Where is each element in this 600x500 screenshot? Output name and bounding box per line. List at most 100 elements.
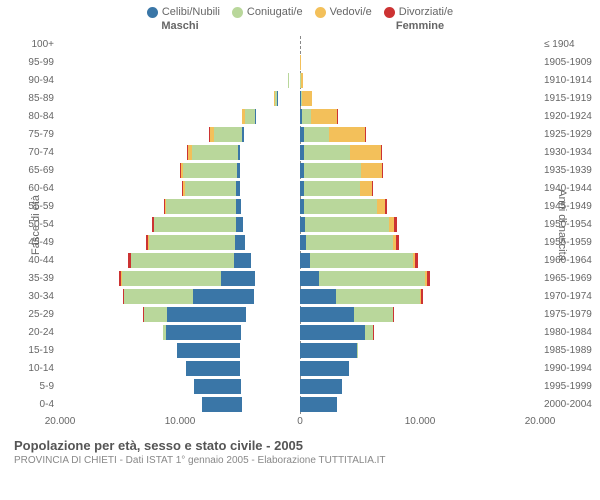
age-tick: 20-24 (0, 324, 54, 341)
bar (180, 163, 300, 178)
legend-label: Divorziati/e (399, 6, 453, 18)
segment-c (300, 271, 319, 286)
age-tick: 85-89 (0, 90, 54, 107)
left-half (60, 306, 300, 323)
plot-area (60, 36, 540, 414)
segment-c (194, 379, 240, 394)
segment-c (237, 163, 240, 178)
right-half (300, 324, 540, 341)
bar (242, 109, 300, 124)
legend-dot (384, 7, 395, 18)
male-header: Maschi (60, 20, 300, 32)
left-half (60, 378, 300, 395)
left-half (60, 72, 300, 89)
bar (300, 163, 441, 178)
bar (300, 109, 394, 124)
birth-tick: 1905-1909 (544, 54, 600, 71)
age-tick: 25-29 (0, 306, 54, 323)
segment-co (154, 217, 236, 232)
age-tick: 35-39 (0, 270, 54, 287)
right-half (300, 378, 540, 395)
birth-tick: 1990-1994 (544, 360, 600, 377)
age-tick: 60-64 (0, 180, 54, 197)
legend-label: Celibi/Nubili (162, 6, 220, 18)
segment-c (186, 361, 240, 376)
bar (143, 307, 300, 322)
bar (300, 289, 472, 304)
left-half (60, 198, 300, 215)
age-tick: 100+ (0, 36, 54, 53)
birth-tick: 1915-1919 (544, 90, 600, 107)
bar (164, 199, 300, 214)
segment-c (238, 145, 240, 160)
segment-c (236, 181, 240, 196)
bar (119, 271, 300, 286)
segment-c (193, 289, 253, 304)
right-half (300, 270, 540, 287)
age-tick: 40-44 (0, 252, 54, 269)
segment-c (166, 325, 241, 340)
bar (274, 91, 300, 106)
bar (187, 145, 300, 160)
birth-tick: 1955-1959 (544, 234, 600, 251)
bar (300, 91, 353, 106)
segment-c (236, 217, 243, 232)
segment-co (149, 235, 235, 250)
birth-tick: 1950-1954 (544, 216, 600, 233)
x-axis: 20.00010.000010.00020.000 (60, 416, 540, 432)
segment-co (214, 127, 242, 142)
pyramid-row (60, 144, 540, 161)
segment-c (235, 235, 245, 250)
bar (194, 379, 300, 394)
segment-co (319, 271, 425, 286)
segment-co (131, 253, 234, 268)
birth-tick: 1960-1964 (544, 252, 600, 269)
bar (146, 235, 300, 250)
segment-d (427, 271, 430, 286)
bar (300, 37, 304, 52)
birth-tick: 1920-1924 (544, 108, 600, 125)
segment-v (361, 163, 382, 178)
age-tick: 65-69 (0, 162, 54, 179)
pyramid-row (60, 270, 540, 287)
age-tick: 30-34 (0, 288, 54, 305)
segment-d (415, 253, 418, 268)
pyramid-row (60, 72, 540, 89)
pyramid-row (60, 54, 540, 71)
legend-label: Vedovi/e (330, 6, 372, 18)
chart-title: Popolazione per età, sesso e stato civil… (14, 438, 586, 453)
segment-co (183, 163, 237, 178)
bar (300, 271, 476, 286)
age-tick: 55-59 (0, 198, 54, 215)
pyramid-row (60, 108, 540, 125)
bar (182, 181, 300, 196)
age-tick: 75-79 (0, 126, 54, 143)
left-half (60, 90, 300, 107)
left-half (60, 252, 300, 269)
bar (300, 181, 432, 196)
left-half (60, 180, 300, 197)
segment-c (177, 343, 240, 358)
right-half (300, 90, 540, 107)
age-tick: 0-4 (0, 396, 54, 413)
bar (300, 217, 452, 232)
pyramid-row (60, 396, 540, 413)
left-half (60, 36, 300, 53)
left-half (60, 396, 300, 413)
right-half (300, 288, 540, 305)
bar (300, 235, 454, 250)
segment-co (336, 289, 420, 304)
birth-tick: 1940-1944 (544, 180, 600, 197)
left-half (60, 108, 300, 125)
pyramid-row (60, 378, 540, 395)
right-half (300, 108, 540, 125)
pyramid-row (60, 180, 540, 197)
segment-c (300, 361, 349, 376)
left-half (60, 288, 300, 305)
right-half (300, 162, 540, 179)
right-half (300, 234, 540, 251)
birth-tick: ≤ 1904 (544, 36, 600, 53)
right-half (300, 144, 540, 161)
birth-tick: 1985-1989 (544, 342, 600, 359)
column-headers: Maschi Femmine (0, 20, 600, 36)
